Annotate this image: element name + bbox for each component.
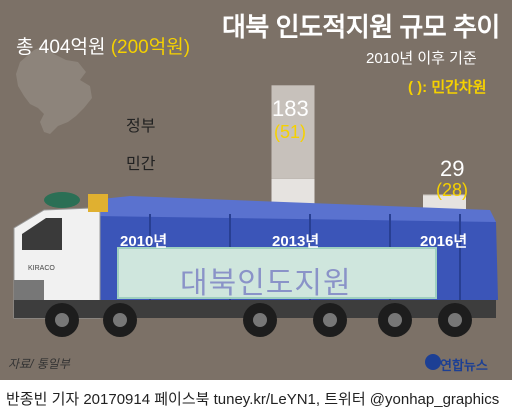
- yonhap-logo-icon: [425, 354, 441, 370]
- total-private: (200억원): [110, 37, 191, 58]
- cab-window: [22, 218, 62, 250]
- brand-logo-text: 연합뉴스: [440, 358, 488, 373]
- chart-title: 대북 인도적지원 규모 추이: [222, 12, 500, 42]
- value-label-2013-private: (51): [274, 122, 307, 142]
- bar-government-2013: [271, 85, 315, 179]
- wheel-hubs: [55, 313, 462, 327]
- source-note: 자료/ 통일부: [8, 357, 70, 371]
- cargo-bundle: [44, 192, 80, 208]
- x-tick-2010: 2010년: [120, 233, 168, 250]
- truck-illustration: [13, 192, 498, 337]
- x-tick-2016: 2016년: [420, 233, 468, 250]
- x-tick-2013: 2013년: [272, 233, 320, 250]
- footer-background: [0, 380, 512, 413]
- value-label-2016-total: 29: [440, 156, 465, 181]
- chart-subtitle: 2010년 이후 기준: [366, 50, 477, 67]
- credit-line: 반종빈 기자 20170914 페이스북 tuney.kr/LeYN1, 트위터…: [6, 391, 500, 408]
- legend-government: 정부: [126, 118, 156, 135]
- legend-private: 민간: [126, 156, 156, 173]
- cargo-box: [88, 194, 108, 212]
- total-label: 총 404억원 (200억원): [16, 32, 190, 59]
- banner-text: 대북인도지원: [180, 267, 352, 300]
- bar-government-2016: [423, 194, 466, 196]
- north-korea-map-icon: [16, 46, 92, 134]
- banner: [117, 247, 437, 299]
- parentheses-note: ( ): 민간차원: [408, 79, 487, 96]
- tarp-top: [92, 196, 496, 222]
- truck-brand: KIRACO: [28, 265, 55, 272]
- value-label-2016-private: (28): [436, 180, 469, 200]
- total-prefix: 총 404억원: [16, 37, 111, 58]
- value-label-2013-total: 183: [272, 96, 309, 121]
